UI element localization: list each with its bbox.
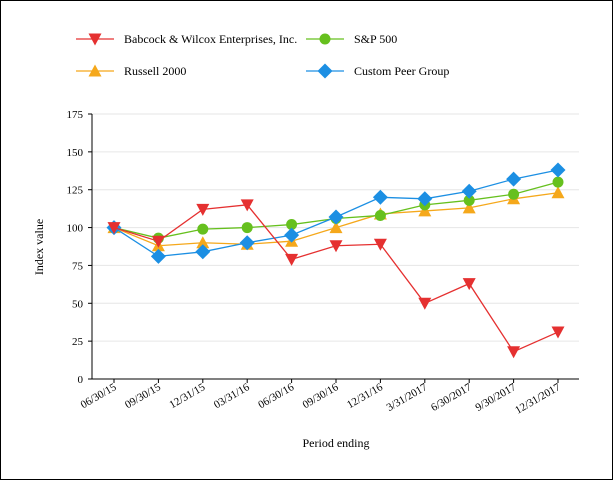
x-tick-label: 9/30/2017 bbox=[473, 381, 518, 414]
data-point bbox=[239, 235, 255, 251]
legend-item: Custom Peer Group bbox=[306, 63, 449, 79]
x-tick-label: 6/30/2017 bbox=[429, 381, 474, 414]
legend-item: Russell 2000 bbox=[76, 64, 186, 78]
x-tick-label: 09/30/15 bbox=[123, 381, 163, 411]
legend-label: Custom Peer Group bbox=[354, 64, 449, 78]
data-point bbox=[329, 221, 343, 234]
y-tick-label: 75 bbox=[72, 260, 84, 272]
y-tick-label: 100 bbox=[67, 223, 84, 235]
y-tick-label: 150 bbox=[67, 147, 84, 159]
legend-marker bbox=[319, 33, 331, 45]
data-point bbox=[552, 176, 564, 188]
legend-label: S&P 500 bbox=[354, 32, 397, 46]
data-point bbox=[151, 235, 165, 248]
data-point bbox=[373, 238, 387, 251]
x-tick-label: 06/30/16 bbox=[256, 381, 296, 411]
x-tick-label: 3/31/2017 bbox=[385, 381, 430, 414]
data-point bbox=[550, 162, 566, 178]
y-tick-label: 50 bbox=[72, 298, 84, 310]
data-point bbox=[286, 219, 298, 231]
data-point bbox=[284, 227, 300, 243]
x-tick-label: 03/31/16 bbox=[212, 381, 252, 411]
data-point bbox=[508, 188, 520, 200]
data-point bbox=[329, 240, 343, 253]
x-tick-label: 12/31/16 bbox=[345, 381, 385, 411]
legend-label: Russell 2000 bbox=[124, 64, 186, 78]
data-point bbox=[507, 346, 521, 359]
legend-marker bbox=[88, 33, 102, 46]
legend-marker bbox=[317, 63, 333, 79]
data-point bbox=[463, 194, 475, 206]
x-tick-label: 12/31/2017 bbox=[513, 381, 563, 417]
data-point bbox=[461, 183, 477, 199]
data-point bbox=[372, 189, 388, 205]
data-point bbox=[240, 199, 254, 212]
y-axis-title: Index value bbox=[32, 219, 46, 275]
y-tick-label: 25 bbox=[72, 336, 84, 348]
x-tick-label: 09/30/16 bbox=[301, 381, 341, 411]
x-tick-label: 06/30/15 bbox=[79, 381, 119, 411]
data-point bbox=[328, 209, 344, 225]
legend-item: Babcock & Wilcox Enterprises, Inc. bbox=[76, 32, 297, 46]
data-point bbox=[418, 297, 432, 310]
data-point bbox=[417, 191, 433, 207]
legend-item: S&P 500 bbox=[306, 32, 397, 46]
data-point bbox=[196, 203, 210, 216]
data-point bbox=[285, 253, 299, 266]
data-point bbox=[506, 171, 522, 187]
data-point bbox=[195, 244, 211, 260]
data-point bbox=[241, 222, 253, 234]
data-point bbox=[107, 222, 121, 235]
x-tick-label: 12/31/15 bbox=[167, 381, 207, 411]
y-tick-label: 0 bbox=[78, 374, 84, 386]
data-point bbox=[197, 223, 209, 235]
legend-marker bbox=[88, 64, 102, 77]
data-point bbox=[551, 186, 565, 199]
data-point bbox=[374, 209, 386, 221]
y-tick-label: 175 bbox=[67, 109, 84, 121]
x-axis-title: Period ending bbox=[303, 436, 370, 450]
data-point bbox=[462, 278, 476, 291]
data-point bbox=[462, 201, 476, 214]
data-point bbox=[418, 204, 432, 217]
y-tick-label: 125 bbox=[67, 185, 84, 197]
series-babcock-wilcox-enterprises-inc bbox=[107, 199, 565, 359]
data-point bbox=[196, 236, 210, 249]
legend-label: Babcock & Wilcox Enterprises, Inc. bbox=[124, 32, 297, 46]
data-point bbox=[551, 326, 565, 339]
data-point bbox=[150, 248, 166, 264]
